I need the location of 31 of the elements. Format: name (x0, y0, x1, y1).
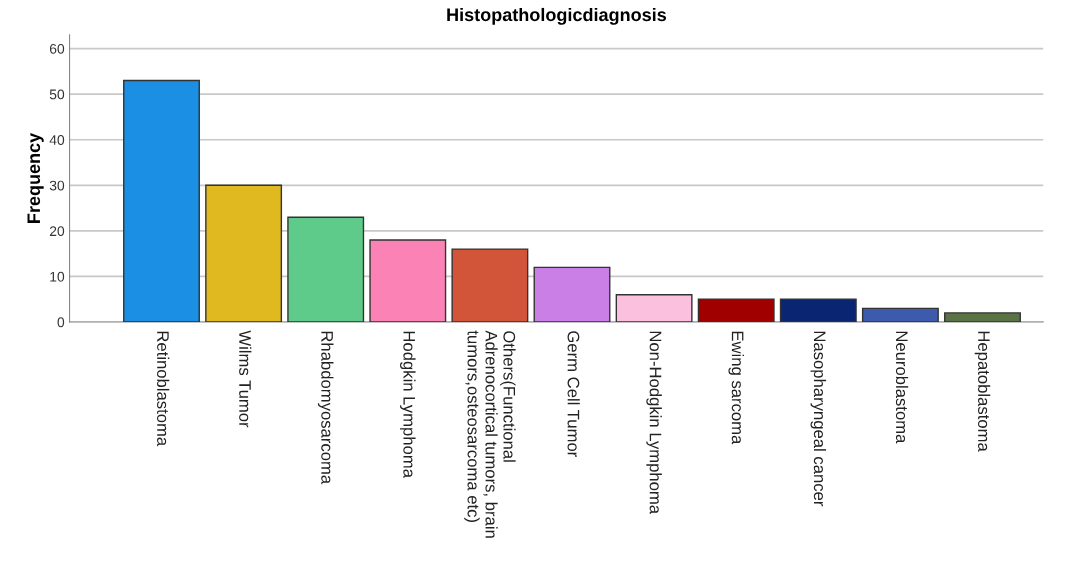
y-tick-label: 30 (49, 180, 65, 191)
bar (533, 266, 611, 323)
x-tick-label: Retinoblastoma (157, 331, 170, 447)
x-tick-label: Hodgkin Lymphoma (400, 331, 416, 478)
x-tick-label: Non-Hodgkin Lymphoma (646, 331, 662, 515)
y-tick-label: 10 (50, 271, 65, 282)
chart-title: Histopathologicdiagnosis (447, 7, 667, 25)
x-tick-label: Rhabdomyosarcoma (317, 331, 334, 485)
y-tick-label: 50 (49, 89, 65, 100)
y-axis-title: Frequency (27, 132, 44, 223)
x-tick-label: Wilms Tumor (239, 330, 252, 428)
bar (287, 216, 365, 323)
x-tick-label: Germ Cell Tumor (567, 331, 580, 457)
bar (944, 312, 1021, 323)
bar (369, 239, 447, 323)
x-tick-label: Nasopharyngeal cancer (810, 331, 827, 507)
y-tick-label: 0 (57, 317, 65, 328)
bar (205, 184, 283, 323)
x-tick-label: Ewing sarcoma (728, 331, 744, 445)
bar (451, 248, 529, 323)
bar (779, 298, 857, 323)
bar (615, 293, 693, 323)
y-tick-label: 60 (49, 43, 65, 54)
y-tick-label: 40 (49, 135, 65, 145)
x-tick-label: Hepatoblastoma (974, 331, 991, 452)
bar (697, 298, 775, 323)
bar (123, 79, 200, 323)
x-tick-label: Others(Functional Adrenocortical tumors, brain tumors,osteosarcoma etc) (464, 330, 516, 538)
bar (861, 307, 939, 323)
y-tick-label: 20 (49, 226, 65, 237)
x-tick-label: Neuroblastoma (895, 331, 909, 444)
